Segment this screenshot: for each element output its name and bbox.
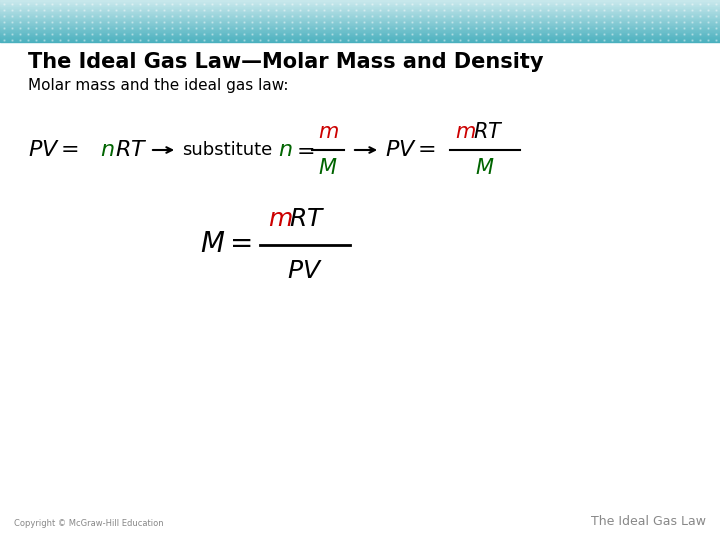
- Bar: [0, 22, 720, 23]
- Bar: [0, 35, 720, 36]
- Text: $=$: $=$: [292, 139, 315, 161]
- Bar: [0, 39, 720, 40]
- Bar: [0, 9, 720, 10]
- Bar: [0, 38, 720, 39]
- Bar: [0, 5, 720, 6]
- Bar: [0, 17, 720, 18]
- Bar: [0, 2, 720, 3]
- Bar: [0, 21, 720, 22]
- Text: $\mathit{PV}$: $\mathit{PV}$: [287, 260, 323, 284]
- Bar: [0, 35, 720, 36]
- Bar: [0, 28, 720, 29]
- Text: Molar mass and the ideal gas law:: Molar mass and the ideal gas law:: [28, 78, 289, 93]
- Bar: [0, 14, 720, 16]
- Bar: [0, 34, 720, 35]
- Bar: [0, 23, 720, 24]
- Bar: [0, 4, 720, 5]
- Bar: [0, 25, 720, 26]
- Text: $\mathit{RT}$: $\mathit{RT}$: [115, 139, 148, 161]
- Bar: [0, 18, 720, 19]
- Bar: [0, 0, 720, 2]
- Bar: [0, 40, 720, 41]
- Bar: [0, 2, 720, 3]
- Bar: [0, 21, 720, 22]
- Bar: [0, 33, 720, 35]
- Bar: [0, 12, 720, 14]
- Bar: [0, 37, 720, 38]
- Bar: [0, 6, 720, 8]
- Bar: [0, 26, 720, 28]
- Text: $\mathit{n}$: $\mathit{n}$: [278, 139, 292, 161]
- Bar: [0, 32, 720, 33]
- Text: $\mathit{RT}$: $\mathit{RT}$: [289, 208, 325, 232]
- Bar: [0, 11, 720, 12]
- Text: The Ideal Gas Law—Molar Mass and Density: The Ideal Gas Law—Molar Mass and Density: [28, 52, 544, 72]
- Text: $\mathit{RT}$: $\mathit{RT}$: [473, 122, 503, 142]
- Bar: [0, 10, 720, 11]
- Bar: [0, 3, 720, 4]
- Bar: [0, 31, 720, 32]
- Bar: [0, 7, 720, 9]
- Text: Copyright © McGraw-Hill Education: Copyright © McGraw-Hill Education: [14, 519, 163, 528]
- Bar: [0, 25, 720, 26]
- Bar: [0, 0, 720, 1]
- Text: The Ideal Gas Law: The Ideal Gas Law: [591, 515, 706, 528]
- Bar: [0, 37, 720, 38]
- Bar: [0, 36, 720, 37]
- Text: $\mathit{PV}=$: $\mathit{PV}=$: [28, 139, 79, 161]
- Bar: [0, 28, 720, 29]
- Bar: [0, 9, 720, 10]
- Bar: [0, 32, 720, 33]
- Text: $\mathit{m}$: $\mathit{m}$: [455, 123, 476, 141]
- Text: $\mathit{M}=$: $\mathit{M}=$: [200, 232, 252, 259]
- Bar: [0, 30, 720, 31]
- Bar: [0, 14, 720, 15]
- Text: $\mathit{PV}=$: $\mathit{PV}=$: [385, 139, 436, 161]
- Bar: [0, 23, 720, 24]
- Bar: [0, 29, 720, 30]
- Bar: [0, 24, 720, 25]
- Text: $\mathit{M}$: $\mathit{M}$: [318, 158, 338, 178]
- Bar: [0, 30, 720, 31]
- Bar: [0, 41, 720, 42]
- Bar: [0, 11, 720, 12]
- Bar: [0, 27, 720, 28]
- Bar: [0, 15, 720, 16]
- Text: $\mathit{m}$: $\mathit{m}$: [268, 208, 292, 232]
- Bar: [0, 19, 720, 21]
- Bar: [0, 20, 720, 21]
- Bar: [0, 16, 720, 17]
- Bar: [0, 39, 720, 40]
- Bar: [0, 16, 720, 17]
- Bar: [0, 4, 720, 5]
- Bar: [0, 18, 720, 19]
- Bar: [0, 6, 720, 7]
- Text: $\mathit{M}$: $\mathit{M}$: [475, 158, 495, 178]
- Bar: [0, 1, 720, 2]
- Bar: [0, 13, 720, 14]
- Text: substitute: substitute: [182, 141, 272, 159]
- Text: $\mathit{m}$: $\mathit{m}$: [318, 123, 338, 141]
- Bar: [0, 8, 720, 9]
- Text: $\mathit{n}$: $\mathit{n}$: [100, 139, 114, 161]
